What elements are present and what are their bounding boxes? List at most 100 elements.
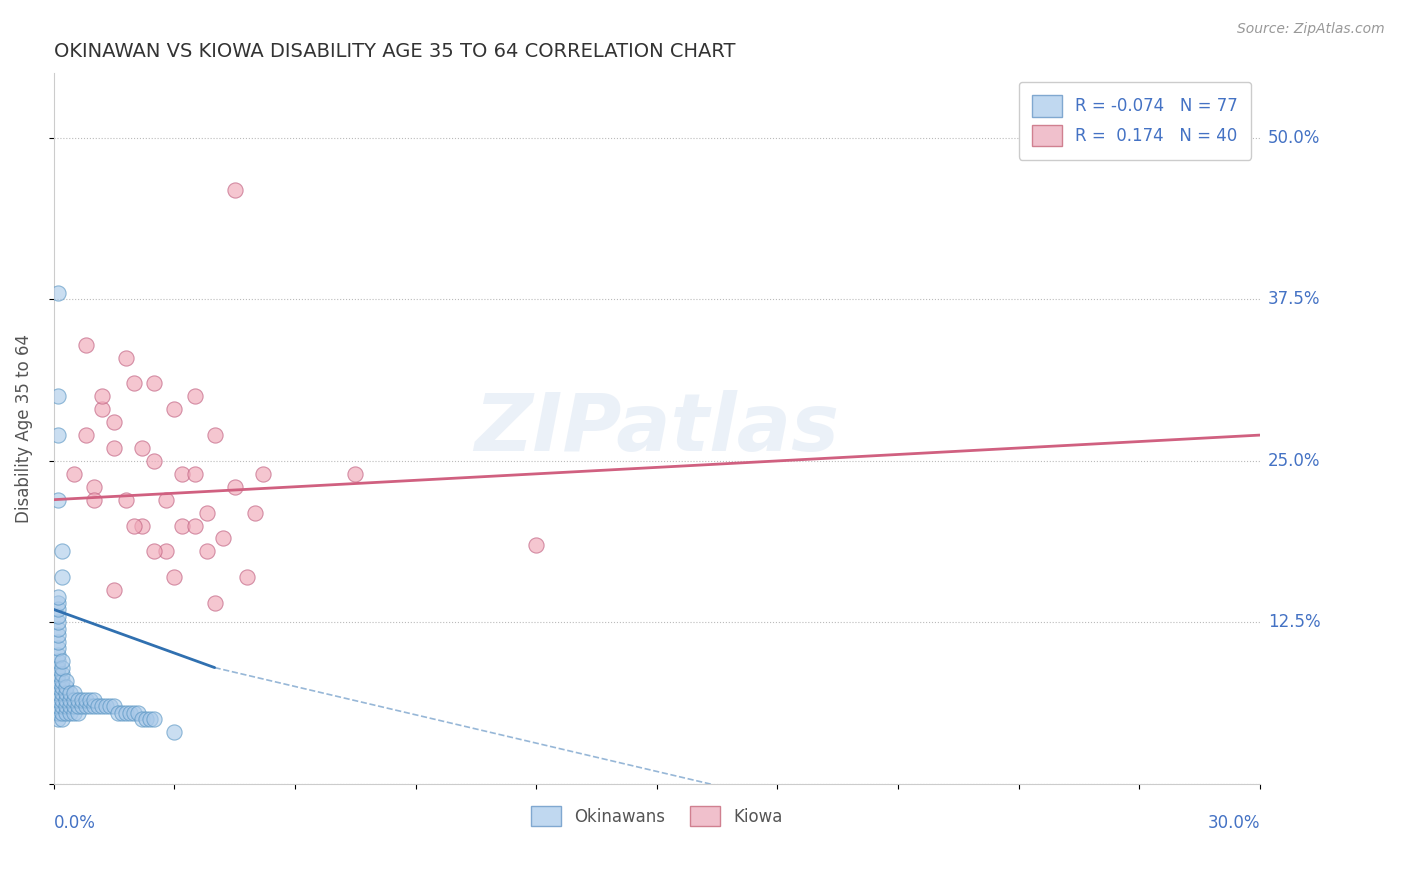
- Point: [51, 686, 73, 700]
- Point: [46, 590, 69, 604]
- Point: [46, 693, 69, 707]
- Point: [94, 699, 117, 714]
- Text: 50.0%: 50.0%: [1268, 129, 1320, 147]
- Point: [524, 538, 547, 552]
- Point: [51, 693, 73, 707]
- Point: [83, 699, 105, 714]
- Point: [66, 693, 89, 707]
- Point: [183, 518, 205, 533]
- Point: [63, 693, 86, 707]
- Point: [127, 706, 149, 720]
- Point: [143, 712, 166, 726]
- Point: [63, 706, 86, 720]
- Point: [75, 337, 97, 351]
- Point: [46, 706, 69, 720]
- Point: [66, 706, 89, 720]
- Point: [172, 518, 194, 533]
- Point: [143, 544, 166, 558]
- Text: 25.0%: 25.0%: [1268, 452, 1320, 470]
- Point: [115, 706, 138, 720]
- Point: [75, 693, 97, 707]
- Point: [135, 712, 157, 726]
- Point: [131, 441, 153, 455]
- Point: [51, 654, 73, 668]
- Point: [122, 518, 145, 533]
- Point: [120, 706, 142, 720]
- Point: [66, 699, 89, 714]
- Point: [51, 570, 73, 584]
- Point: [204, 596, 226, 610]
- Point: [55, 673, 77, 688]
- Point: [139, 712, 162, 726]
- Point: [55, 680, 77, 694]
- Point: [155, 492, 177, 507]
- Point: [103, 699, 125, 714]
- Point: [59, 699, 82, 714]
- Point: [46, 389, 69, 403]
- Point: [91, 402, 114, 417]
- Point: [111, 706, 134, 720]
- Point: [204, 428, 226, 442]
- Point: [59, 693, 82, 707]
- Text: Source: ZipAtlas.com: Source: ZipAtlas.com: [1237, 22, 1385, 37]
- Point: [75, 699, 97, 714]
- Point: [46, 712, 69, 726]
- Point: [172, 467, 194, 481]
- Point: [103, 441, 125, 455]
- Point: [46, 654, 69, 668]
- Point: [51, 712, 73, 726]
- Point: [55, 686, 77, 700]
- Point: [143, 454, 166, 468]
- Point: [51, 699, 73, 714]
- Point: [107, 706, 129, 720]
- Point: [51, 660, 73, 674]
- Point: [46, 660, 69, 674]
- Y-axis label: Disability Age 35 to 64: Disability Age 35 to 64: [15, 334, 32, 523]
- Point: [63, 467, 86, 481]
- Point: [143, 376, 166, 391]
- Point: [131, 712, 153, 726]
- Point: [46, 667, 69, 681]
- Text: 12.5%: 12.5%: [1268, 614, 1320, 632]
- Point: [163, 402, 186, 417]
- Point: [195, 544, 218, 558]
- Point: [91, 699, 114, 714]
- Point: [46, 609, 69, 624]
- Text: OKINAWAN VS KIOWA DISABILITY AGE 35 TO 64 CORRELATION CHART: OKINAWAN VS KIOWA DISABILITY AGE 35 TO 6…: [53, 42, 735, 61]
- Point: [344, 467, 367, 481]
- Point: [195, 506, 218, 520]
- Point: [63, 686, 86, 700]
- Point: [122, 376, 145, 391]
- Legend: Okinawans, Kiowa: Okinawans, Kiowa: [524, 800, 790, 832]
- Point: [55, 706, 77, 720]
- Point: [46, 285, 69, 300]
- Point: [63, 699, 86, 714]
- Point: [75, 428, 97, 442]
- Point: [163, 725, 186, 739]
- Point: [163, 570, 186, 584]
- Point: [83, 693, 105, 707]
- Point: [46, 428, 69, 442]
- Point: [131, 518, 153, 533]
- Point: [55, 699, 77, 714]
- Point: [236, 570, 259, 584]
- Text: ZIPatlas: ZIPatlas: [474, 390, 839, 467]
- Point: [115, 351, 138, 365]
- Point: [46, 641, 69, 656]
- Point: [46, 596, 69, 610]
- Point: [155, 544, 177, 558]
- Point: [183, 389, 205, 403]
- Point: [55, 693, 77, 707]
- Point: [46, 686, 69, 700]
- Point: [51, 544, 73, 558]
- Point: [51, 667, 73, 681]
- Point: [243, 506, 266, 520]
- Text: 0.0%: 0.0%: [53, 814, 96, 832]
- Point: [46, 615, 69, 630]
- Point: [122, 706, 145, 720]
- Point: [46, 628, 69, 642]
- Point: [183, 467, 205, 481]
- Point: [59, 686, 82, 700]
- Point: [91, 389, 114, 403]
- Point: [211, 532, 233, 546]
